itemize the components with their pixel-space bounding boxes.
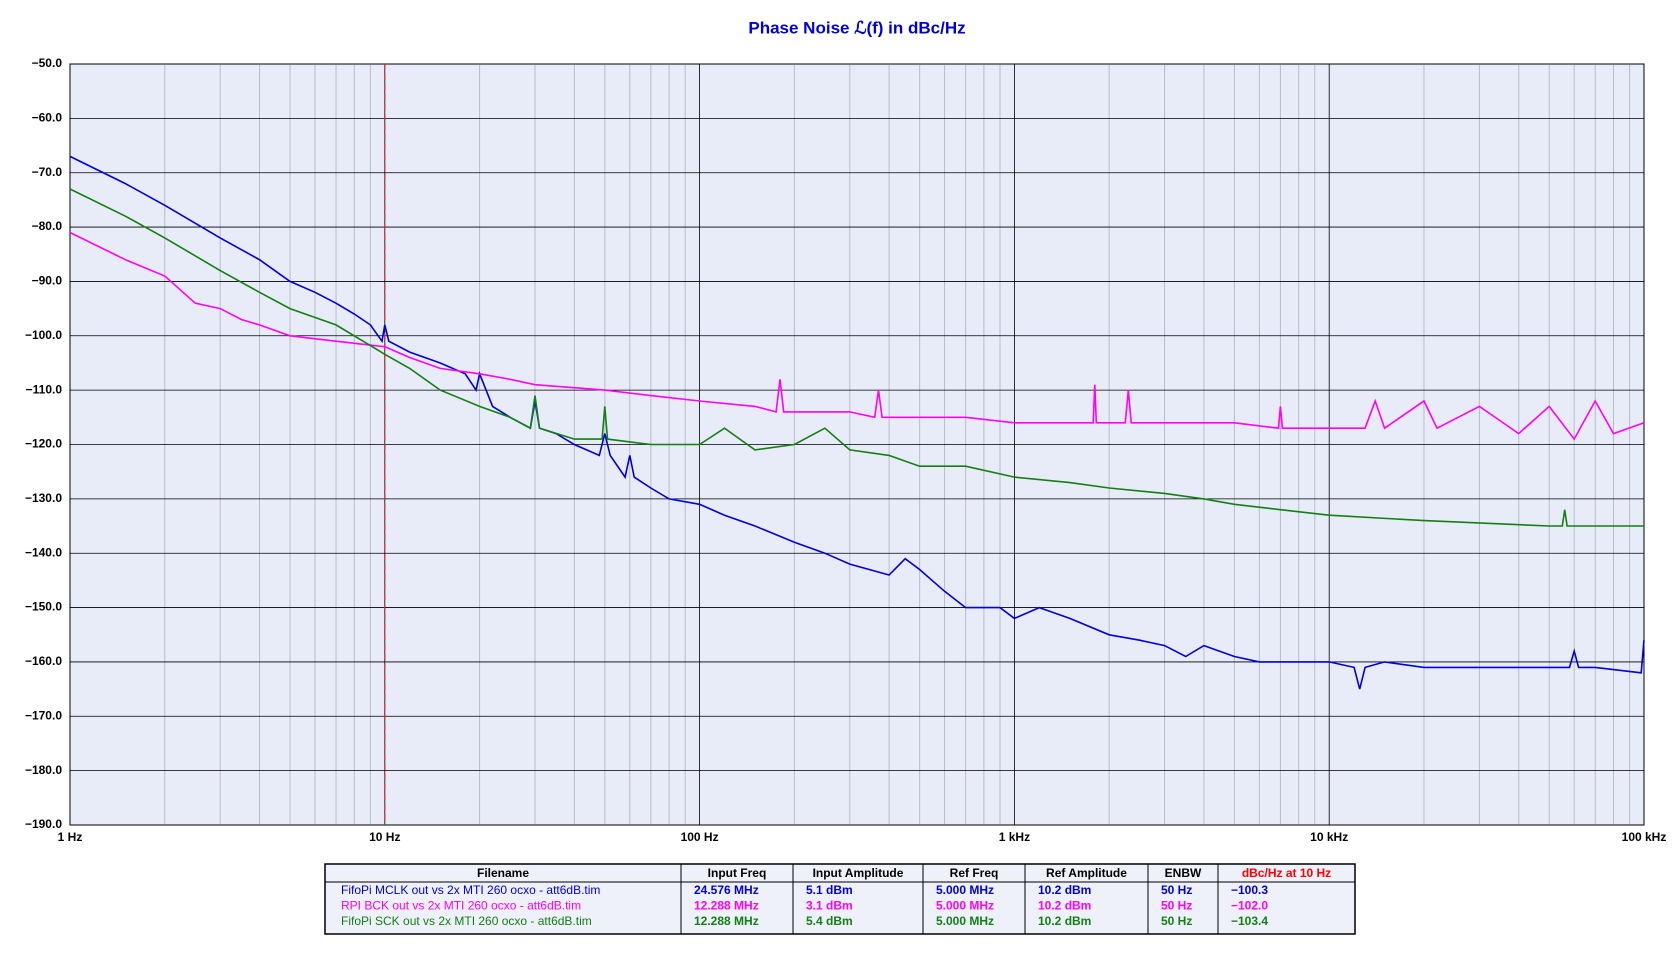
- table-cell: −103.4: [1231, 914, 1268, 928]
- table-header: dBc/Hz at 10 Hz: [1242, 866, 1331, 880]
- table: Filename Input Freq Input Amplitude Ref Fre…: [324, 863, 1356, 935]
- table-cell: 5.1 dBm: [806, 883, 853, 897]
- table-cell: 50 Hz: [1161, 883, 1192, 897]
- table-cell: 3.1 dBm: [806, 899, 853, 913]
- y-tick-label: −50.0: [32, 56, 63, 70]
- x-tick-label: 100 kHz: [1622, 830, 1667, 844]
- table-header: Ref Amplitude: [1046, 866, 1127, 880]
- y-tick-label: −70.0: [32, 165, 63, 179]
- table-cell: 10.2 dBm: [1038, 883, 1091, 897]
- table-cell: 12.288 MHz: [694, 899, 759, 913]
- table-cell: 5.000 MHz: [936, 883, 994, 897]
- table-header: Ref Freq: [950, 866, 999, 880]
- table-cell: −102.0: [1231, 899, 1268, 913]
- x-tick-label: 100 Hz: [681, 830, 719, 844]
- y-tick-label: −130.0: [25, 491, 62, 505]
- y-tick-label: −90.0: [32, 274, 63, 288]
- y-tick-label: −120.0: [25, 437, 62, 451]
- series-line: [69, 188, 1644, 527]
- y-tick-label: −190.0: [25, 817, 62, 831]
- lines: [69, 155, 1645, 690]
- table-cell: FifoPi SCK out vs 2x MTI 260 ocxo - att6…: [341, 914, 592, 928]
- table-cell: 5.4 dBm: [806, 914, 853, 928]
- y-tick-label: −60.0: [32, 111, 63, 125]
- table-header: Input Freq: [708, 866, 767, 880]
- table-cell: RPI BCK out vs 2x MTI 260 ocxo - att6dB.…: [341, 899, 581, 913]
- table-cell: 50 Hz: [1161, 899, 1192, 913]
- y-tick-label: −170.0: [25, 708, 62, 722]
- y-tick-label: −110.0: [26, 382, 63, 396]
- table-cell: 5.000 MHz: [936, 899, 994, 913]
- table-header: Filename: [477, 866, 529, 880]
- table-cell: 12.288 MHz: [694, 914, 759, 928]
- series-line: [69, 231, 1645, 441]
- series-line: [69, 155, 1645, 690]
- x-tick-label: 10 Hz: [369, 830, 400, 844]
- table-header: ENBW: [1165, 866, 1202, 880]
- x-tick-label: 1 kHz: [999, 830, 1030, 844]
- y-tick-label: −140.0: [25, 545, 62, 559]
- table-cell: 10.2 dBm: [1038, 914, 1091, 928]
- table-cell: 5.000 MHz: [936, 914, 994, 928]
- chart-title: Phase Noise ℒ(f) in dBc/Hz: [748, 18, 965, 37]
- y-tick-label: −80.0: [32, 219, 63, 233]
- table-cell: 50 Hz: [1161, 914, 1192, 928]
- y-tick-label: −160.0: [25, 654, 62, 668]
- x-tick-label: 1 Hz: [58, 830, 83, 844]
- table-cell: −100.3: [1231, 883, 1268, 897]
- table-cell: 10.2 dBm: [1038, 899, 1091, 913]
- x-tick-label: 10 kHz: [1310, 830, 1348, 844]
- y-tick-label: −180.0: [25, 763, 62, 777]
- table-box: [324, 863, 1356, 935]
- table-cell: 24.576 MHz: [694, 883, 759, 897]
- y-tick-label: −150.0: [25, 600, 62, 614]
- table-header: Input Amplitude: [813, 866, 904, 880]
- y-tick-label: −100.0: [25, 328, 62, 342]
- table-cell: FifoPi MCLK out vs 2x MTI 260 ocxo - att…: [341, 883, 600, 897]
